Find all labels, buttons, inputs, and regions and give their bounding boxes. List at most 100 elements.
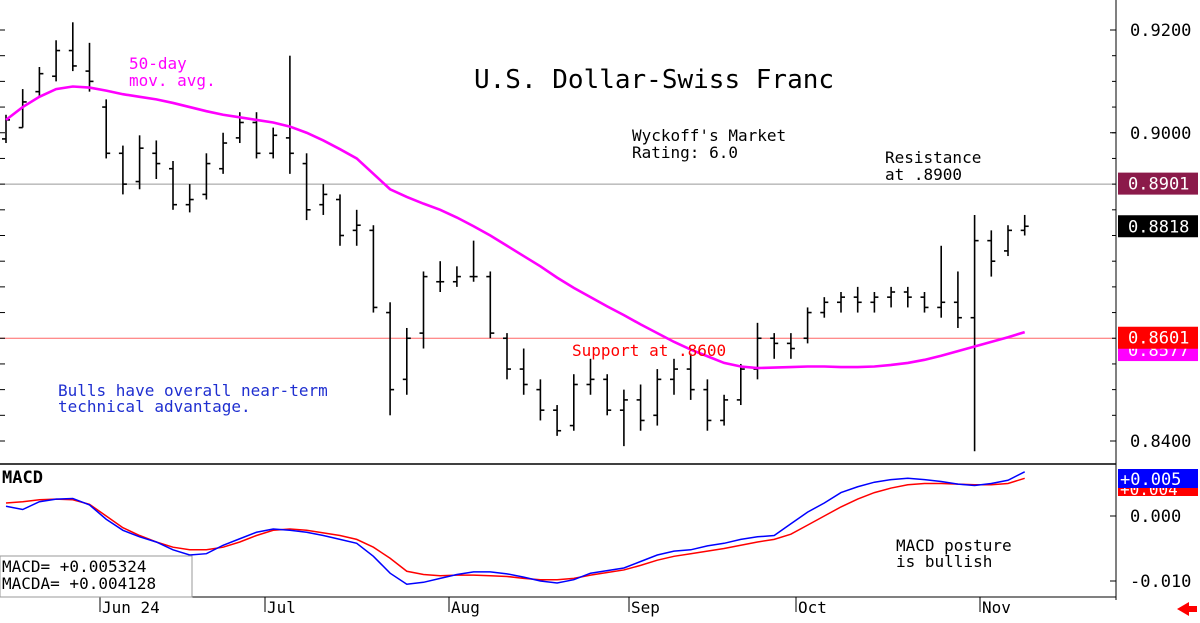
rating-value: Rating: 6.0 <box>632 143 738 162</box>
macd-panel <box>5 471 1026 586</box>
ohlc-bar <box>52 40 61 82</box>
value-tag-box <box>1118 172 1198 195</box>
readout-box <box>0 555 193 598</box>
ohlc-bar <box>670 358 678 395</box>
left-arrow-icon <box>1177 602 1197 616</box>
ohlc-bar <box>586 358 595 395</box>
x-tick-label: Jul <box>267 598 296 617</box>
ohlc-bar <box>452 266 461 287</box>
macd-title: MACD <box>2 468 43 488</box>
ohlc-bar <box>553 405 562 436</box>
y-tick-label: 0.9000 <box>1130 124 1191 144</box>
ohlc-bar <box>152 140 161 179</box>
x-tick-label: Nov <box>982 598 1011 617</box>
ohlc-bar <box>786 333 795 359</box>
ohlc-bar <box>118 145 127 195</box>
annotation-text: 50-day <box>129 54 187 73</box>
x-tick-label: Oct <box>798 598 827 617</box>
ohlc-bar <box>202 153 211 200</box>
readout-text: MACD= +0.005324 <box>2 557 147 576</box>
ohlc-bar <box>603 374 612 416</box>
ohlc-bar <box>352 209 361 246</box>
ohlc-bar <box>402 327 411 395</box>
ohlc-bar <box>319 184 328 215</box>
value-tag-box <box>1118 215 1198 238</box>
ohlc-bar <box>920 292 929 313</box>
ohlc-bar <box>302 153 311 221</box>
ohlc-bar <box>102 99 111 159</box>
readout-text: MACDA= +0.004128 <box>2 574 156 593</box>
ohlc-bar <box>870 292 879 313</box>
ohlc-bar <box>903 286 912 308</box>
ohlc-bar <box>1020 214 1029 236</box>
ohlc-bar <box>35 66 44 97</box>
ohlc-bar <box>1004 225 1012 257</box>
ohlc-bar <box>369 225 378 313</box>
value-tag-box <box>1118 326 1198 349</box>
ohlc-bar <box>503 333 511 380</box>
value-tag-text: +0.005 <box>1120 470 1181 490</box>
macd-series-line <box>5 471 1026 586</box>
ohlc-bar <box>169 161 177 210</box>
x-tick-label: Aug <box>451 598 480 617</box>
ohlc-bar <box>486 271 495 339</box>
value-tag-text: 0.8818 <box>1128 217 1189 237</box>
ohlc-bar <box>703 379 712 431</box>
ohlc-bar <box>336 194 344 246</box>
ohlc-bar <box>185 184 194 213</box>
ohlc-bar <box>736 363 745 406</box>
ohlc-bar <box>68 22 77 72</box>
ohlc-bar <box>569 374 578 431</box>
ohlc-bar <box>653 369 662 426</box>
ohlc-bar <box>419 271 428 349</box>
ohlc-bar <box>219 132 228 174</box>
ohlc-bar <box>686 353 695 400</box>
ohlc-bar <box>135 135 144 190</box>
ohlc-bar <box>970 214 979 452</box>
ohlc-bar <box>803 307 812 344</box>
price-panel <box>2 22 1029 452</box>
support-value-tag: 0.8601 <box>1118 326 1198 349</box>
y-tick-label: 0.8400 <box>1130 432 1191 452</box>
chart-title: U.S. Dollar-Swiss Franc <box>474 65 834 95</box>
y-tick-label: 0.9200 <box>1130 21 1191 41</box>
ohlc-bar <box>837 292 845 313</box>
annotation-text: Support at .8600 <box>572 341 726 360</box>
macd-series-line <box>5 477 1025 581</box>
grid <box>0 183 1116 339</box>
ohlc-bar <box>987 230 996 277</box>
macd-value-tag: +0.005 <box>1118 469 1198 490</box>
rating-label: Wyckoff's Market <box>632 126 786 145</box>
annotation-text: Bulls have overall near-term <box>58 381 328 400</box>
ohlc-bar <box>937 245 946 318</box>
ohlc-bar <box>285 55 294 174</box>
ohlc-bar <box>469 240 478 282</box>
x-tick-label: Sep <box>631 598 660 617</box>
ohlc-bar <box>85 42 94 92</box>
annotation-text: Resistance <box>885 148 981 167</box>
value-tag-text: 0.8601 <box>1128 329 1189 349</box>
ohlc-bar <box>770 333 779 359</box>
ohlc-bar <box>720 394 729 426</box>
macd-annotation: MACD posture <box>896 536 1012 555</box>
ohlc-bar <box>536 379 545 421</box>
ohlc-bar <box>853 286 862 313</box>
ohlc-bar <box>619 389 628 447</box>
ohlc-bar <box>953 271 962 328</box>
resistance-value-tag: 0.8901 <box>1118 172 1198 195</box>
value-tag-text: 0.8901 <box>1128 175 1189 195</box>
macd-tick-label: -0.010 <box>1130 572 1191 592</box>
value-tag-box <box>1118 469 1198 488</box>
macd-tick-label: 0.000 <box>1130 507 1181 527</box>
annotation-text: at .8900 <box>885 165 962 184</box>
annotation-text: technical advantage. <box>58 397 251 416</box>
last-price-tag: 0.8818 <box>1118 215 1198 238</box>
macd-annotation: is bullish <box>896 552 992 571</box>
ohlc-bar <box>519 348 528 395</box>
ohlc-bar <box>887 286 896 308</box>
x-tick-label: Jun 24 <box>102 598 160 617</box>
